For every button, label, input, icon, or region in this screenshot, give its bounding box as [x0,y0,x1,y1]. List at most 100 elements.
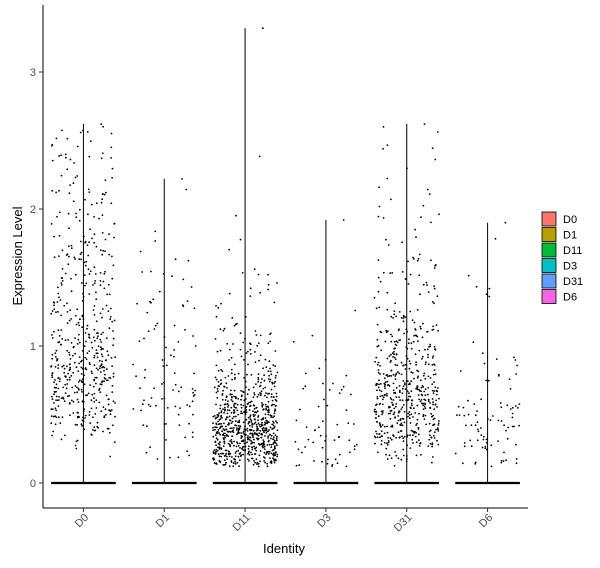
point [51,145,53,147]
point [53,304,55,307]
point [55,399,57,402]
point [434,349,437,351]
point [321,446,324,449]
point [69,309,72,311]
point [188,405,191,408]
point [409,434,411,437]
point [273,439,276,442]
point [467,274,470,277]
point [349,451,351,454]
point [67,372,69,375]
point [270,396,273,398]
point [395,315,397,318]
point [59,378,61,380]
point [225,461,227,464]
point [397,431,400,434]
point [112,337,115,340]
point [75,216,78,219]
point [406,458,408,460]
point [233,411,236,413]
point [249,424,251,427]
point [421,355,424,358]
point [503,451,505,454]
point [272,420,274,423]
point [104,373,106,376]
point [72,200,75,203]
point [250,457,253,460]
point [419,379,422,382]
point [276,282,278,284]
point [386,384,389,386]
point [376,420,378,423]
point [256,461,259,464]
point [112,400,115,403]
point [470,424,473,427]
point [231,400,234,403]
point [400,361,403,364]
point [57,399,59,402]
point [264,461,267,464]
point [55,349,58,352]
point [268,429,270,431]
point [378,389,381,392]
point [51,357,54,360]
point [246,393,249,395]
point [218,441,221,444]
point [89,384,91,386]
point [249,287,252,290]
point [242,430,245,433]
point [220,368,223,371]
point [400,422,403,425]
point [295,419,298,422]
point [275,374,277,377]
point [386,444,389,446]
point [381,411,384,414]
point [190,286,193,288]
point [395,340,398,343]
point [437,443,440,446]
point [165,439,167,441]
point [242,453,245,456]
point [327,458,329,461]
point [51,337,54,339]
point [91,346,94,349]
point [264,417,267,419]
point [383,385,386,388]
point [78,356,81,358]
point [433,408,436,411]
point [50,312,53,315]
point [413,334,415,337]
point [427,353,429,356]
point [59,299,62,301]
point [275,404,277,407]
point [227,442,230,445]
point [235,429,238,431]
point [274,434,277,436]
point [382,410,384,412]
point [412,434,414,437]
point [481,352,484,355]
point [375,403,378,406]
point [103,287,106,290]
point [381,435,383,437]
point [394,378,397,380]
point [428,430,431,433]
point [307,438,310,441]
point [233,389,236,392]
point [58,341,61,343]
point [276,453,279,456]
point [215,450,217,453]
point [52,301,55,303]
point [438,397,440,400]
point [92,416,94,419]
point [473,403,476,405]
point [243,428,246,431]
point [374,360,376,363]
point [147,330,150,333]
point [348,439,351,442]
point [144,368,147,371]
point [270,373,273,376]
point [269,340,272,343]
point [230,396,233,398]
point [408,338,410,341]
